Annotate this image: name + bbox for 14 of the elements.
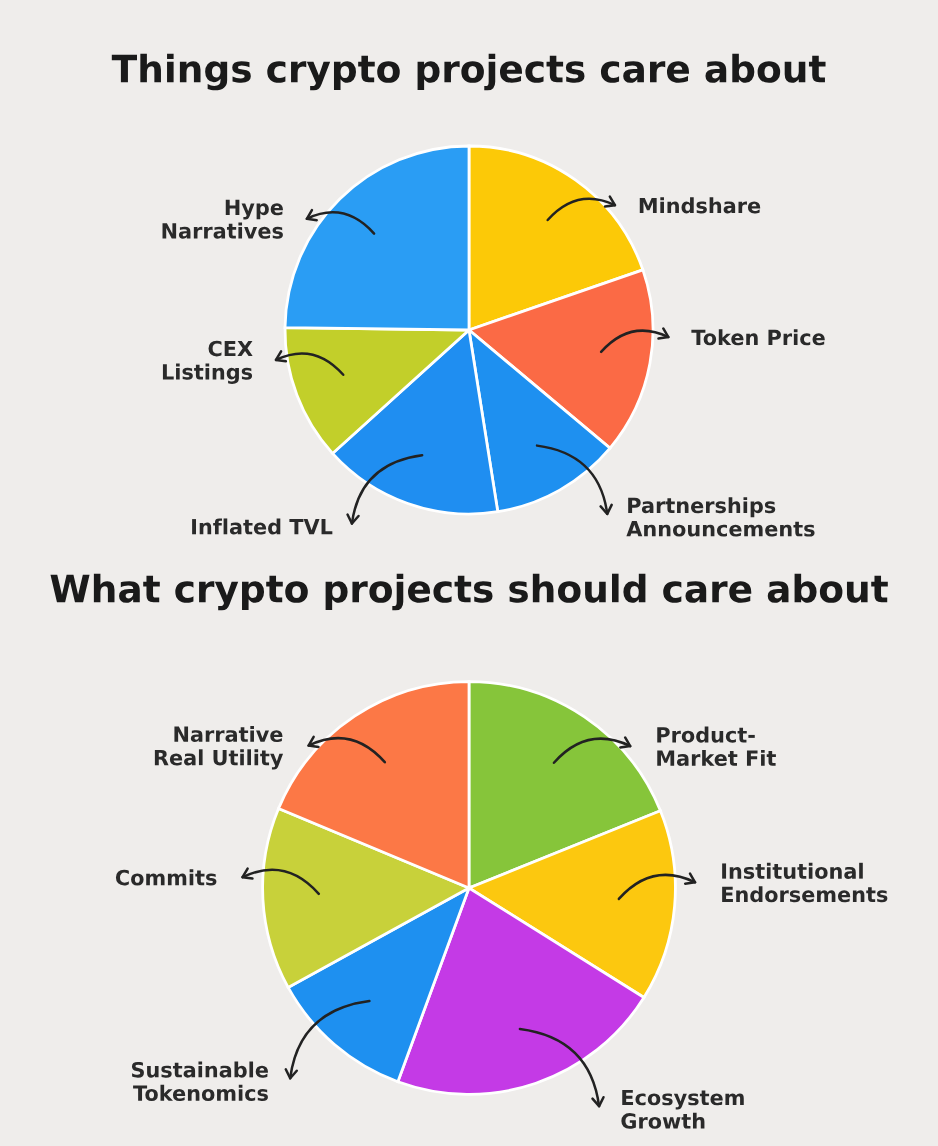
slice-label: Inflated TVL bbox=[192, 518, 333, 535]
slice-label: Token Price bbox=[691, 329, 825, 346]
slice-label: CEX Listings bbox=[162, 340, 253, 384]
chart-title: What crypto projects should care about bbox=[50, 573, 888, 611]
slice-label: Product- Market Fit bbox=[657, 726, 776, 767]
slice-label: Sustainable Tokenomics bbox=[131, 1061, 268, 1101]
slice-label: Narrative Real Utility bbox=[154, 725, 284, 770]
slice-label: Commits bbox=[115, 869, 217, 886]
slice-label: Institutional Endorsements bbox=[722, 862, 888, 903]
slice-label: Partnerships Announcements bbox=[626, 497, 815, 537]
chart-title: Things crypto projects care about bbox=[111, 53, 826, 91]
slice-label: Mindshare bbox=[639, 197, 761, 214]
slice-label: Ecosystem Growth bbox=[621, 1089, 744, 1129]
slice-label: Hype Narratives bbox=[162, 199, 283, 239]
